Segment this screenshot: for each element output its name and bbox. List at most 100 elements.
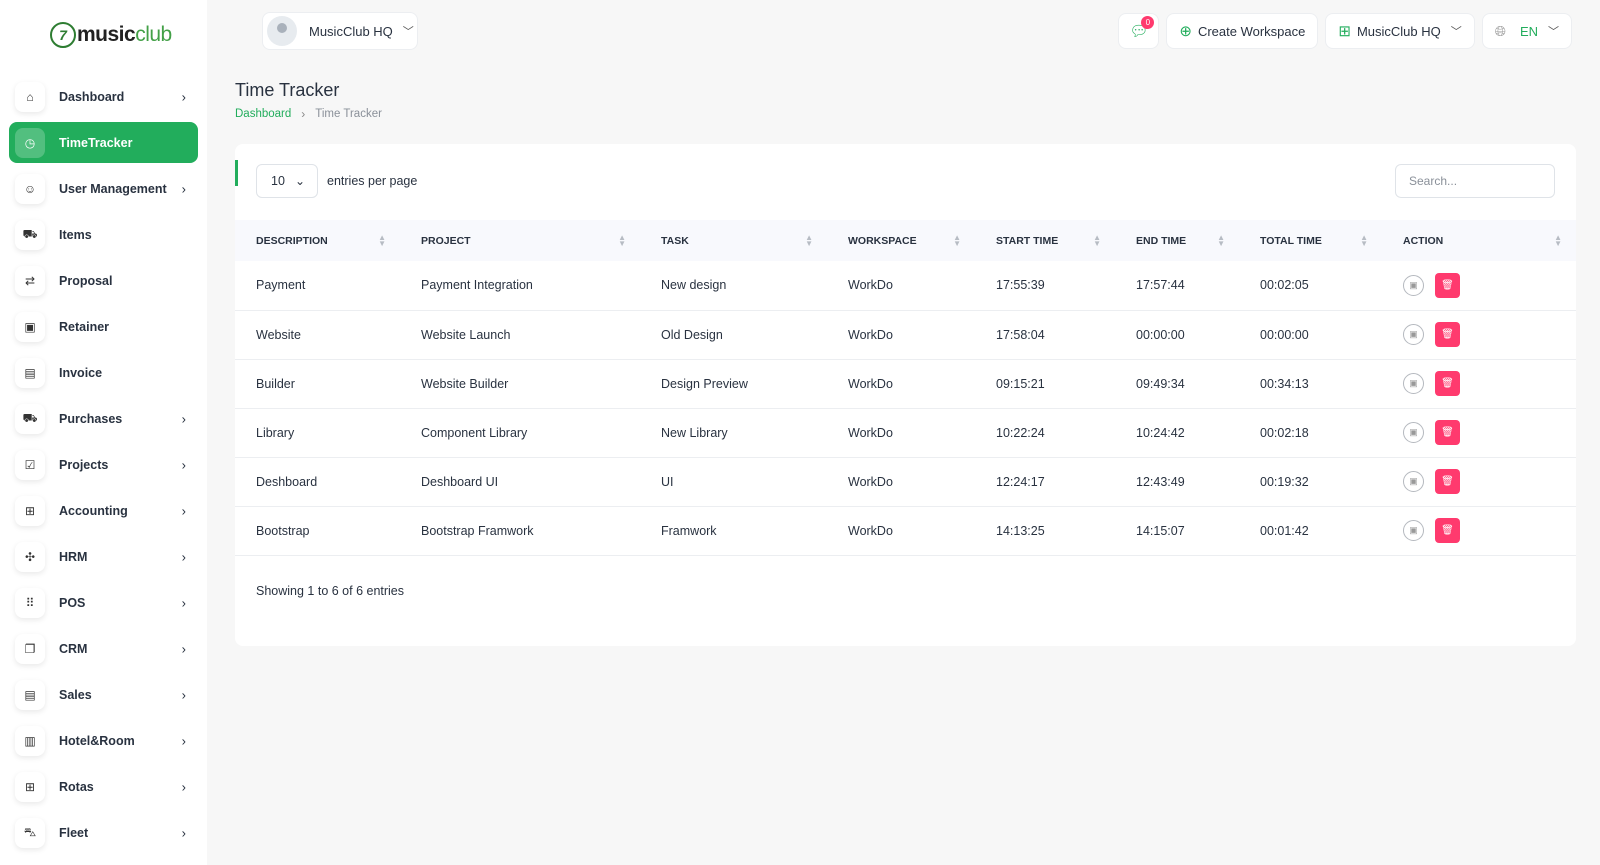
column-header-label: END TIME: [1136, 234, 1187, 247]
table-cell: 00:02:05: [1260, 278, 1309, 293]
sidebar-item-hrm[interactable]: ✣ HRM ›: [9, 534, 198, 580]
table-cell: Website Launch: [421, 327, 511, 342]
sidebar-item-accounting[interactable]: ⊞ Accounting ›: [9, 488, 198, 534]
image-view-icon[interactable]: ▣: [1403, 274, 1424, 296]
delete-button[interactable]: 🗑︎: [1435, 322, 1460, 347]
sidebar-item-label: Dashboard: [59, 90, 125, 104]
chevron-right-icon: ›: [181, 503, 186, 519]
proposal-icon: ⇄: [15, 266, 45, 296]
column-header-label: DESCRIPTION: [256, 234, 328, 247]
delete-button[interactable]: 🗑︎: [1435, 518, 1460, 543]
table-cell: Framwork: [661, 523, 717, 538]
sidebar-item-rotas[interactable]: ⊞ Rotas ›: [9, 764, 198, 810]
table-cell: Component Library: [421, 425, 528, 440]
table-cell: UI: [661, 474, 674, 489]
sidebar-item-projects[interactable]: ☑ Projects ›: [9, 442, 198, 488]
action-cell: ▣ 🗑︎: [1382, 506, 1576, 555]
hotel-icon: ▥: [15, 726, 45, 756]
sidebar-item-invoice[interactable]: ▤ Invoice: [9, 350, 198, 396]
sidebar-item-pos[interactable]: ⠿ POS ›: [9, 580, 198, 626]
table-cell: Payment: [256, 278, 306, 293]
sidebar-item-fleet[interactable]: ⛍ Fleet ›: [9, 810, 198, 856]
column-header-start-time[interactable]: START TIME ▲ ▼: [975, 220, 1115, 261]
sidebar-item-label: HRM: [59, 550, 88, 564]
sidebar-item-sales[interactable]: ▤ Sales ›: [9, 672, 198, 718]
column-header-task[interactable]: TASK ▲ ▼: [640, 220, 827, 261]
brand-logo[interactable]: 7 musicclub: [50, 20, 172, 50]
table-cell: Bootstrap: [256, 523, 310, 538]
delete-button[interactable]: 🗑︎: [1435, 469, 1460, 494]
column-header-action[interactable]: ACTION ▲ ▼: [1382, 220, 1576, 261]
trash-icon: 🗑︎: [1441, 476, 1454, 487]
column-header-project[interactable]: PROJECT ▲ ▼: [400, 220, 640, 261]
sidebar-item-label: Projects: [59, 458, 109, 472]
table-cell: Website Builder: [421, 376, 509, 391]
chevron-right-icon: ›: [181, 687, 186, 703]
workspace-switcher[interactable]: MusicClub HQ ﹀: [262, 12, 418, 50]
avatar-head-icon: [277, 23, 287, 33]
sort-icon: ▲ ▼: [1093, 232, 1101, 248]
table-row: Payment Payment Integration New design Work…: [235, 261, 1576, 310]
table-cell: 12:24:17: [996, 474, 1045, 489]
users-icon: ☺: [15, 174, 45, 204]
table-header-row: DESCRIPTION ▲ ▼ PROJECT ▲ ▼ TASK ▲ ▼ WORKSPACE ▲ ▼ S…: [235, 220, 1576, 261]
breadcrumb-home-link[interactable]: Dashboard: [235, 108, 292, 120]
logo-text-music: music: [77, 23, 136, 46]
entries-per-page-select[interactable]: 10 ⌄: [256, 164, 318, 198]
delete-button[interactable]: 🗑︎: [1435, 272, 1460, 298]
sort-icon: ▲ ▼: [1217, 232, 1225, 248]
table-cell: 00:02:18: [1260, 425, 1309, 440]
table-cell: WorkDo: [848, 523, 893, 538]
sidebar-item-user-management[interactable]: ☺ User Management ›: [9, 166, 198, 212]
image-view-icon[interactable]: ▣: [1403, 324, 1424, 345]
invoice-icon: ▤: [15, 358, 45, 388]
entries-per-page-value: 10: [271, 174, 285, 188]
clock-icon: ◷: [15, 127, 45, 158]
language-button[interactable]: 🌐︎ EN ﹀: [1481, 13, 1572, 49]
create-workspace-button[interactable]: ⊕ Create Workspace: [1166, 13, 1319, 49]
chevron-right-icon: ›: [181, 89, 186, 105]
breadcrumb: Dashboard › Time Tracker: [235, 107, 382, 121]
notification-badge: 0: [1141, 16, 1155, 29]
workspace-menu-button[interactable]: ⊞ MusicClub HQ ﹀: [1325, 13, 1475, 49]
table-cell: Payment Integration: [421, 278, 533, 293]
globe-icon: 🌐︎: [1494, 22, 1506, 39]
sidebar-item-proposal[interactable]: ⇄ Proposal: [9, 258, 198, 304]
table-cell: New Library: [661, 425, 728, 440]
sidebar: 7 musicclub ⌂ Dashboard › ◷ TimeTracker ☺ User…: [0, 0, 207, 865]
image-view-icon[interactable]: ▣: [1403, 373, 1424, 394]
trash-icon: 🗑︎: [1441, 329, 1454, 340]
column-header-workspace[interactable]: WORKSPACE ▲ ▼: [827, 220, 975, 261]
table-cell: 00:34:13: [1260, 376, 1309, 391]
action-cell: ▣ 🗑︎: [1382, 408, 1576, 457]
sidebar-item-dashboard[interactable]: ⌂ Dashboard ›: [9, 74, 198, 120]
cart-icon: ⛟: [15, 220, 45, 250]
messages-button[interactable]: 💬︎ 0: [1118, 13, 1160, 49]
sidebar-item-crm[interactable]: ❐ CRM ›: [9, 626, 198, 672]
sidebar-item-purchases[interactable]: ⛟ Purchases ›: [9, 396, 198, 442]
workspace-switcher-label: MusicClub HQ: [309, 23, 393, 39]
delete-button[interactable]: 🗑︎: [1435, 371, 1460, 396]
sort-icon: ▲ ▼: [1360, 232, 1368, 248]
workspace-menu-label: MusicClub HQ: [1356, 23, 1441, 39]
delete-button[interactable]: 🗑︎: [1435, 420, 1460, 445]
column-header-description[interactable]: DESCRIPTION ▲ ▼: [235, 220, 400, 261]
chevron-right-icon: ›: [181, 641, 186, 657]
sidebar-item-retainer[interactable]: ▣ Retainer: [9, 304, 198, 350]
sidebar-item-timetracker[interactable]: ◷ TimeTracker: [9, 122, 198, 163]
sidebar-item-hotel-room[interactable]: ▥ Hotel&Room ›: [9, 718, 198, 764]
column-header-label: PROJECT: [421, 234, 471, 247]
table-cell: 09:49:34: [1136, 376, 1185, 391]
image-view-icon[interactable]: ▣: [1403, 471, 1424, 492]
table-cell: 14:13:25: [996, 523, 1045, 538]
image-view-icon[interactable]: ▣: [1403, 422, 1424, 443]
column-header-total-time[interactable]: TOTAL TIME ▲ ▼: [1239, 220, 1382, 261]
crm-icon: ❐: [15, 634, 45, 664]
search-input[interactable]: [1395, 164, 1555, 198]
retainer-icon: ▣: [15, 312, 45, 342]
image-view-icon[interactable]: ▣: [1403, 520, 1424, 541]
table-cell: Bootstrap Framwork: [421, 523, 534, 538]
table-cell: 17:55:39: [996, 278, 1045, 293]
column-header-end-time[interactable]: END TIME ▲ ▼: [1115, 220, 1239, 261]
sidebar-item-items[interactable]: ⛟ Items: [9, 212, 198, 258]
